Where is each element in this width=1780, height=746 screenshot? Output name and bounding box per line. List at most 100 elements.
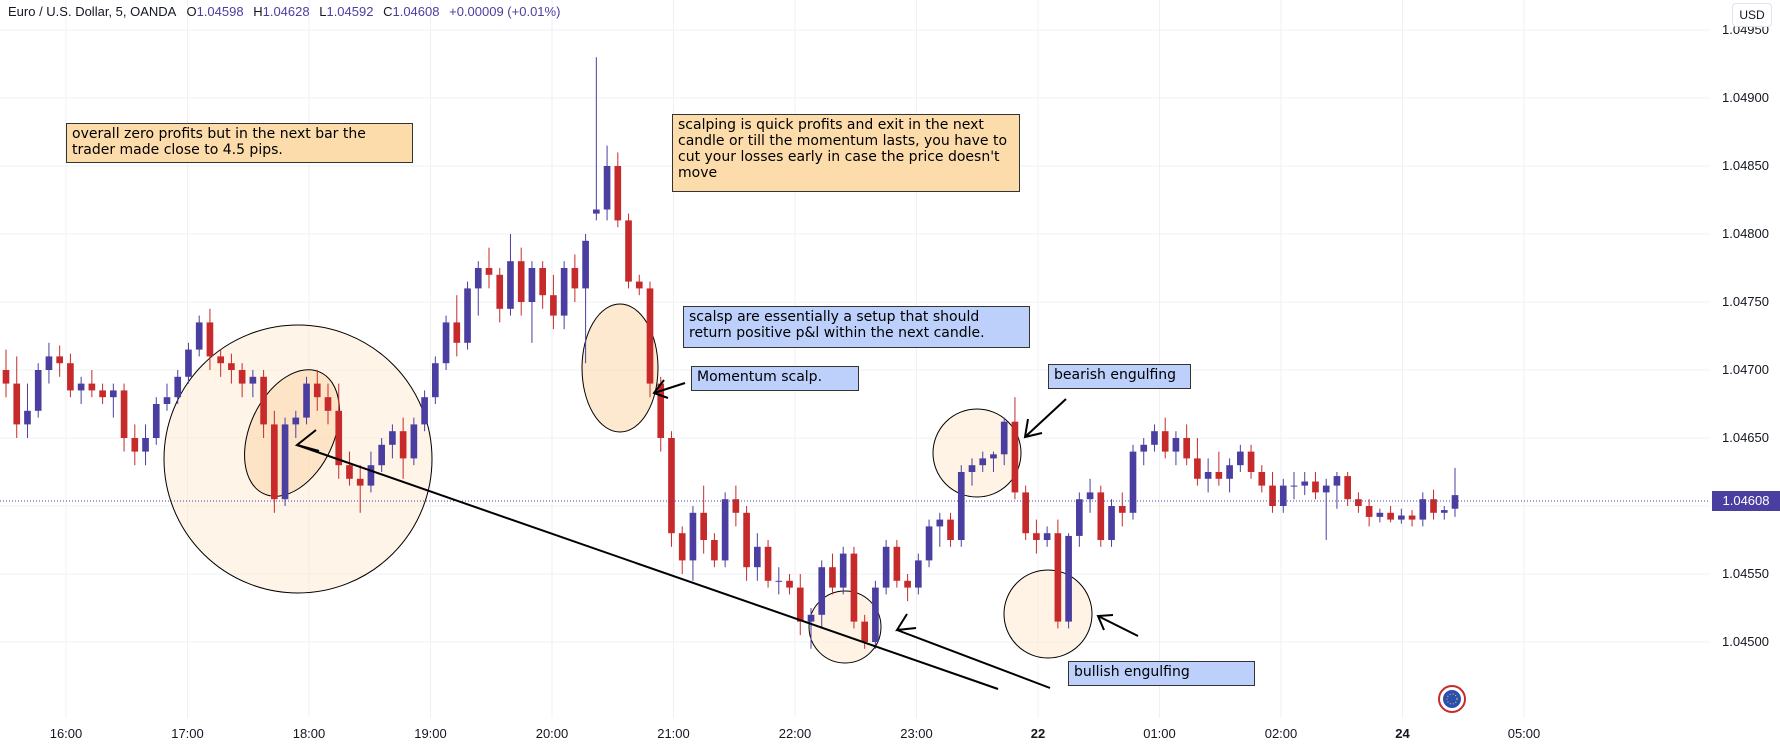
candle-body — [1086, 492, 1094, 500]
candle-body — [34, 370, 42, 411]
candle — [142, 424, 149, 466]
candle — [1355, 492, 1362, 513]
x-tick-label: 16:00 — [50, 726, 83, 741]
drawings-front — [294, 379, 1139, 690]
candle-body — [1376, 512, 1384, 517]
candle-body — [1172, 438, 1180, 452]
candle — [1129, 444, 1137, 520]
candle — [67, 353, 74, 398]
x-tick-label: 22 — [1031, 726, 1045, 741]
candle-body — [1194, 458, 1201, 479]
candle-body — [539, 268, 546, 296]
y-tick-label: 1.04900 — [1722, 90, 1769, 105]
high-value: 1.04628 — [262, 4, 310, 19]
candle — [432, 356, 439, 404]
candle-body — [1247, 451, 1255, 472]
candle — [1043, 526, 1051, 547]
candle — [1011, 397, 1019, 500]
candle — [517, 247, 525, 316]
y-tick-label: 1.04800 — [1722, 226, 1769, 241]
candle — [389, 424, 396, 459]
candle-body — [67, 363, 74, 391]
symbol-name[interactable]: Euro / U.S. Dollar, 5, OANDA — [8, 4, 176, 19]
open-value: 1.04598 — [196, 4, 244, 19]
candle-body — [281, 424, 289, 500]
momentum-arrow — [653, 382, 686, 394]
candle-body — [754, 546, 761, 568]
candle-body — [1430, 499, 1437, 513]
candle-body — [1269, 485, 1276, 506]
candle-body — [1161, 431, 1169, 452]
candle-body — [442, 322, 450, 364]
candle — [1365, 499, 1373, 527]
candle — [1398, 508, 1405, 524]
candle-body — [410, 424, 418, 459]
candle-body — [550, 295, 557, 316]
candle — [1097, 485, 1105, 547]
candle-body — [120, 390, 128, 438]
candle-body — [432, 363, 439, 398]
candle-body — [603, 166, 611, 210]
candle — [625, 213, 632, 289]
candle-body — [979, 458, 987, 466]
candle-body — [1043, 533, 1051, 540]
candle-body — [818, 567, 826, 615]
candle — [410, 417, 418, 466]
candle-body — [796, 587, 804, 622]
candle-body — [389, 431, 396, 445]
candle-body — [968, 465, 976, 472]
candle — [1419, 492, 1427, 527]
y-tick-label: 1.04750 — [1722, 294, 1769, 309]
x-tick-label: 17:00 — [171, 726, 204, 741]
candle — [925, 519, 933, 568]
candle-body — [957, 472, 965, 540]
candle — [378, 438, 385, 472]
candle-body — [1076, 499, 1083, 536]
candle — [56, 345, 63, 377]
candle — [1204, 458, 1212, 493]
candle-body — [356, 478, 364, 486]
bearish-arrow — [1024, 398, 1067, 438]
candle-body — [271, 424, 278, 500]
candle-body — [807, 614, 815, 622]
candle-body — [249, 376, 257, 384]
candle — [936, 512, 944, 547]
candle-body — [206, 322, 214, 357]
note-bearish-engulfing[interactable]: bearish engulfing — [1048, 364, 1191, 389]
candle — [442, 315, 450, 370]
candle — [1108, 499, 1115, 547]
candle-body — [1451, 495, 1459, 509]
candle — [754, 533, 761, 581]
session-icon[interactable] — [1438, 685, 1466, 713]
currency-button[interactable]: USD — [1732, 3, 1772, 27]
x-tick-label: 01:00 — [1143, 726, 1176, 741]
note-scalping-definition[interactable]: scalping is quick profits and exit in th… — [672, 114, 1020, 192]
candle-body — [260, 376, 267, 425]
highlight-circle-bullish — [1003, 569, 1093, 659]
candle-body — [528, 268, 536, 302]
candle-body — [1419, 499, 1427, 520]
highlight-ellipse-momentum — [581, 303, 659, 433]
candle-body — [775, 580, 783, 582]
candle-body — [635, 281, 643, 289]
current-price-tag: 1.04608 — [1712, 491, 1780, 511]
candle-body — [1151, 431, 1158, 445]
candle — [1376, 508, 1384, 523]
candle — [1194, 438, 1201, 486]
candle — [668, 431, 675, 547]
candle — [807, 608, 815, 649]
candle-body — [1129, 451, 1137, 513]
candle-body — [517, 261, 525, 302]
candle — [421, 390, 428, 432]
note-momentum-scalp[interactable]: Momentum scalp. — [691, 366, 859, 391]
candle — [238, 363, 246, 398]
candle-body — [474, 268, 482, 289]
note-scalps-setup[interactable]: scalsp are essentially a setup that shou… — [683, 306, 1030, 348]
candle-body — [1301, 481, 1309, 486]
note-bullish-engulfing[interactable]: bullish engulfing — [1068, 661, 1255, 686]
note-zero-profits[interactable]: overall zero profits but in the next bar… — [66, 123, 413, 163]
bearish-arrow-head — [1023, 418, 1043, 439]
candle-body — [1398, 515, 1405, 520]
y-tick-label: 1.04850 — [1722, 158, 1769, 173]
